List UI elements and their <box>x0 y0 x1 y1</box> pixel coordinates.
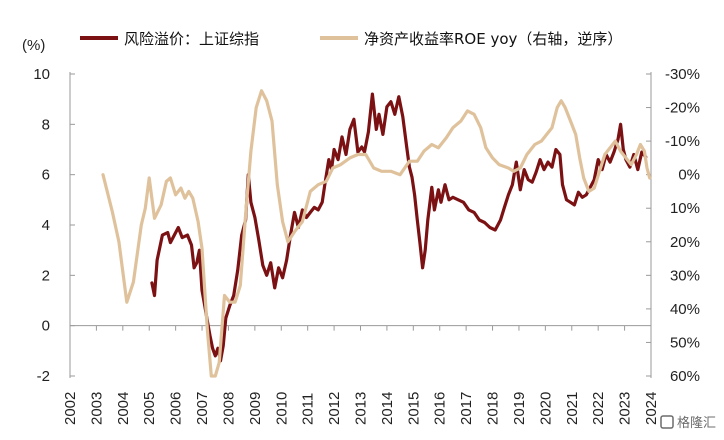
series-layer <box>101 89 652 378</box>
x-tick-label: 2017 <box>458 392 475 425</box>
right-tick-label: 20% <box>670 234 700 251</box>
series-line-1 <box>150 92 648 363</box>
watermark-text: 格隆汇 <box>677 415 716 431</box>
left-unit-label: (%) <box>22 37 45 54</box>
x-tick-label: 2024 <box>643 392 660 425</box>
right-tick-label: 30% <box>670 267 700 284</box>
x-tick-label: 2019 <box>511 392 528 425</box>
x-tick-label: 2020 <box>537 392 554 425</box>
x-tick-label: 2014 <box>379 392 396 425</box>
x-tick-label: 2010 <box>273 392 290 425</box>
x-tick-label: 2011 <box>300 393 317 425</box>
x-tick-label: 2023 <box>617 392 634 425</box>
left-tick-label: 0 <box>42 318 50 335</box>
x-tick-label: 2002 <box>62 392 79 425</box>
x-tick-label: 2008 <box>220 392 237 425</box>
watermark-logo-icon <box>660 415 674 429</box>
right-tick-label: -20% <box>665 100 700 117</box>
legend-label-1: 风险溢价：上证综指 <box>124 30 259 48</box>
right-tick-label: 40% <box>670 301 700 318</box>
x-tick-label: 2022 <box>590 392 607 425</box>
x-tick-label: 2018 <box>485 392 502 425</box>
x-tick-label: 2006 <box>168 392 185 425</box>
x-tick-label: 2016 <box>432 392 449 425</box>
x-tick-label: 2009 <box>247 392 264 425</box>
right-tick-label: -10% <box>665 133 700 150</box>
left-tick-label: -2 <box>37 368 50 385</box>
watermark: 格隆汇 <box>660 415 716 431</box>
left-tick-label: 2 <box>42 267 50 284</box>
legend-label-2: 净资产收益率ROE yoy（右轴，逆序） <box>364 30 622 48</box>
x-tick-label: 2015 <box>405 392 422 425</box>
x-tick-label: 2021 <box>564 392 581 425</box>
left-tick-label: 6 <box>42 167 50 184</box>
left-tick-label: 4 <box>42 217 50 234</box>
x-tick-label: 2013 <box>353 392 370 425</box>
x-tick-label: 2012 <box>326 392 343 425</box>
x-tick-label: 2004 <box>115 392 132 425</box>
right-tick-label: 0% <box>678 167 700 184</box>
x-tick-label: 2007 <box>194 392 211 425</box>
x-tick-label: 2003 <box>88 392 105 425</box>
right-tick-label: -30% <box>665 66 700 83</box>
right-tick-label: 60% <box>670 368 700 385</box>
legend: 风险溢价：上证综指 净资产收益率ROE yoy（右轴，逆序） <box>80 30 622 48</box>
right-tick-label: 10% <box>670 200 700 217</box>
axes-layer: -2 0 2 4 6 8 10 (%) -30% -20% -10% 0% 10% 20% 30% 40% 50… <box>22 37 700 425</box>
left-tick-label: 10 <box>33 66 50 83</box>
left-tick-label: 8 <box>42 116 50 133</box>
series-line-2 <box>101 89 652 378</box>
right-tick-label: 50% <box>670 334 700 351</box>
x-tick-label: 2005 <box>141 392 158 425</box>
